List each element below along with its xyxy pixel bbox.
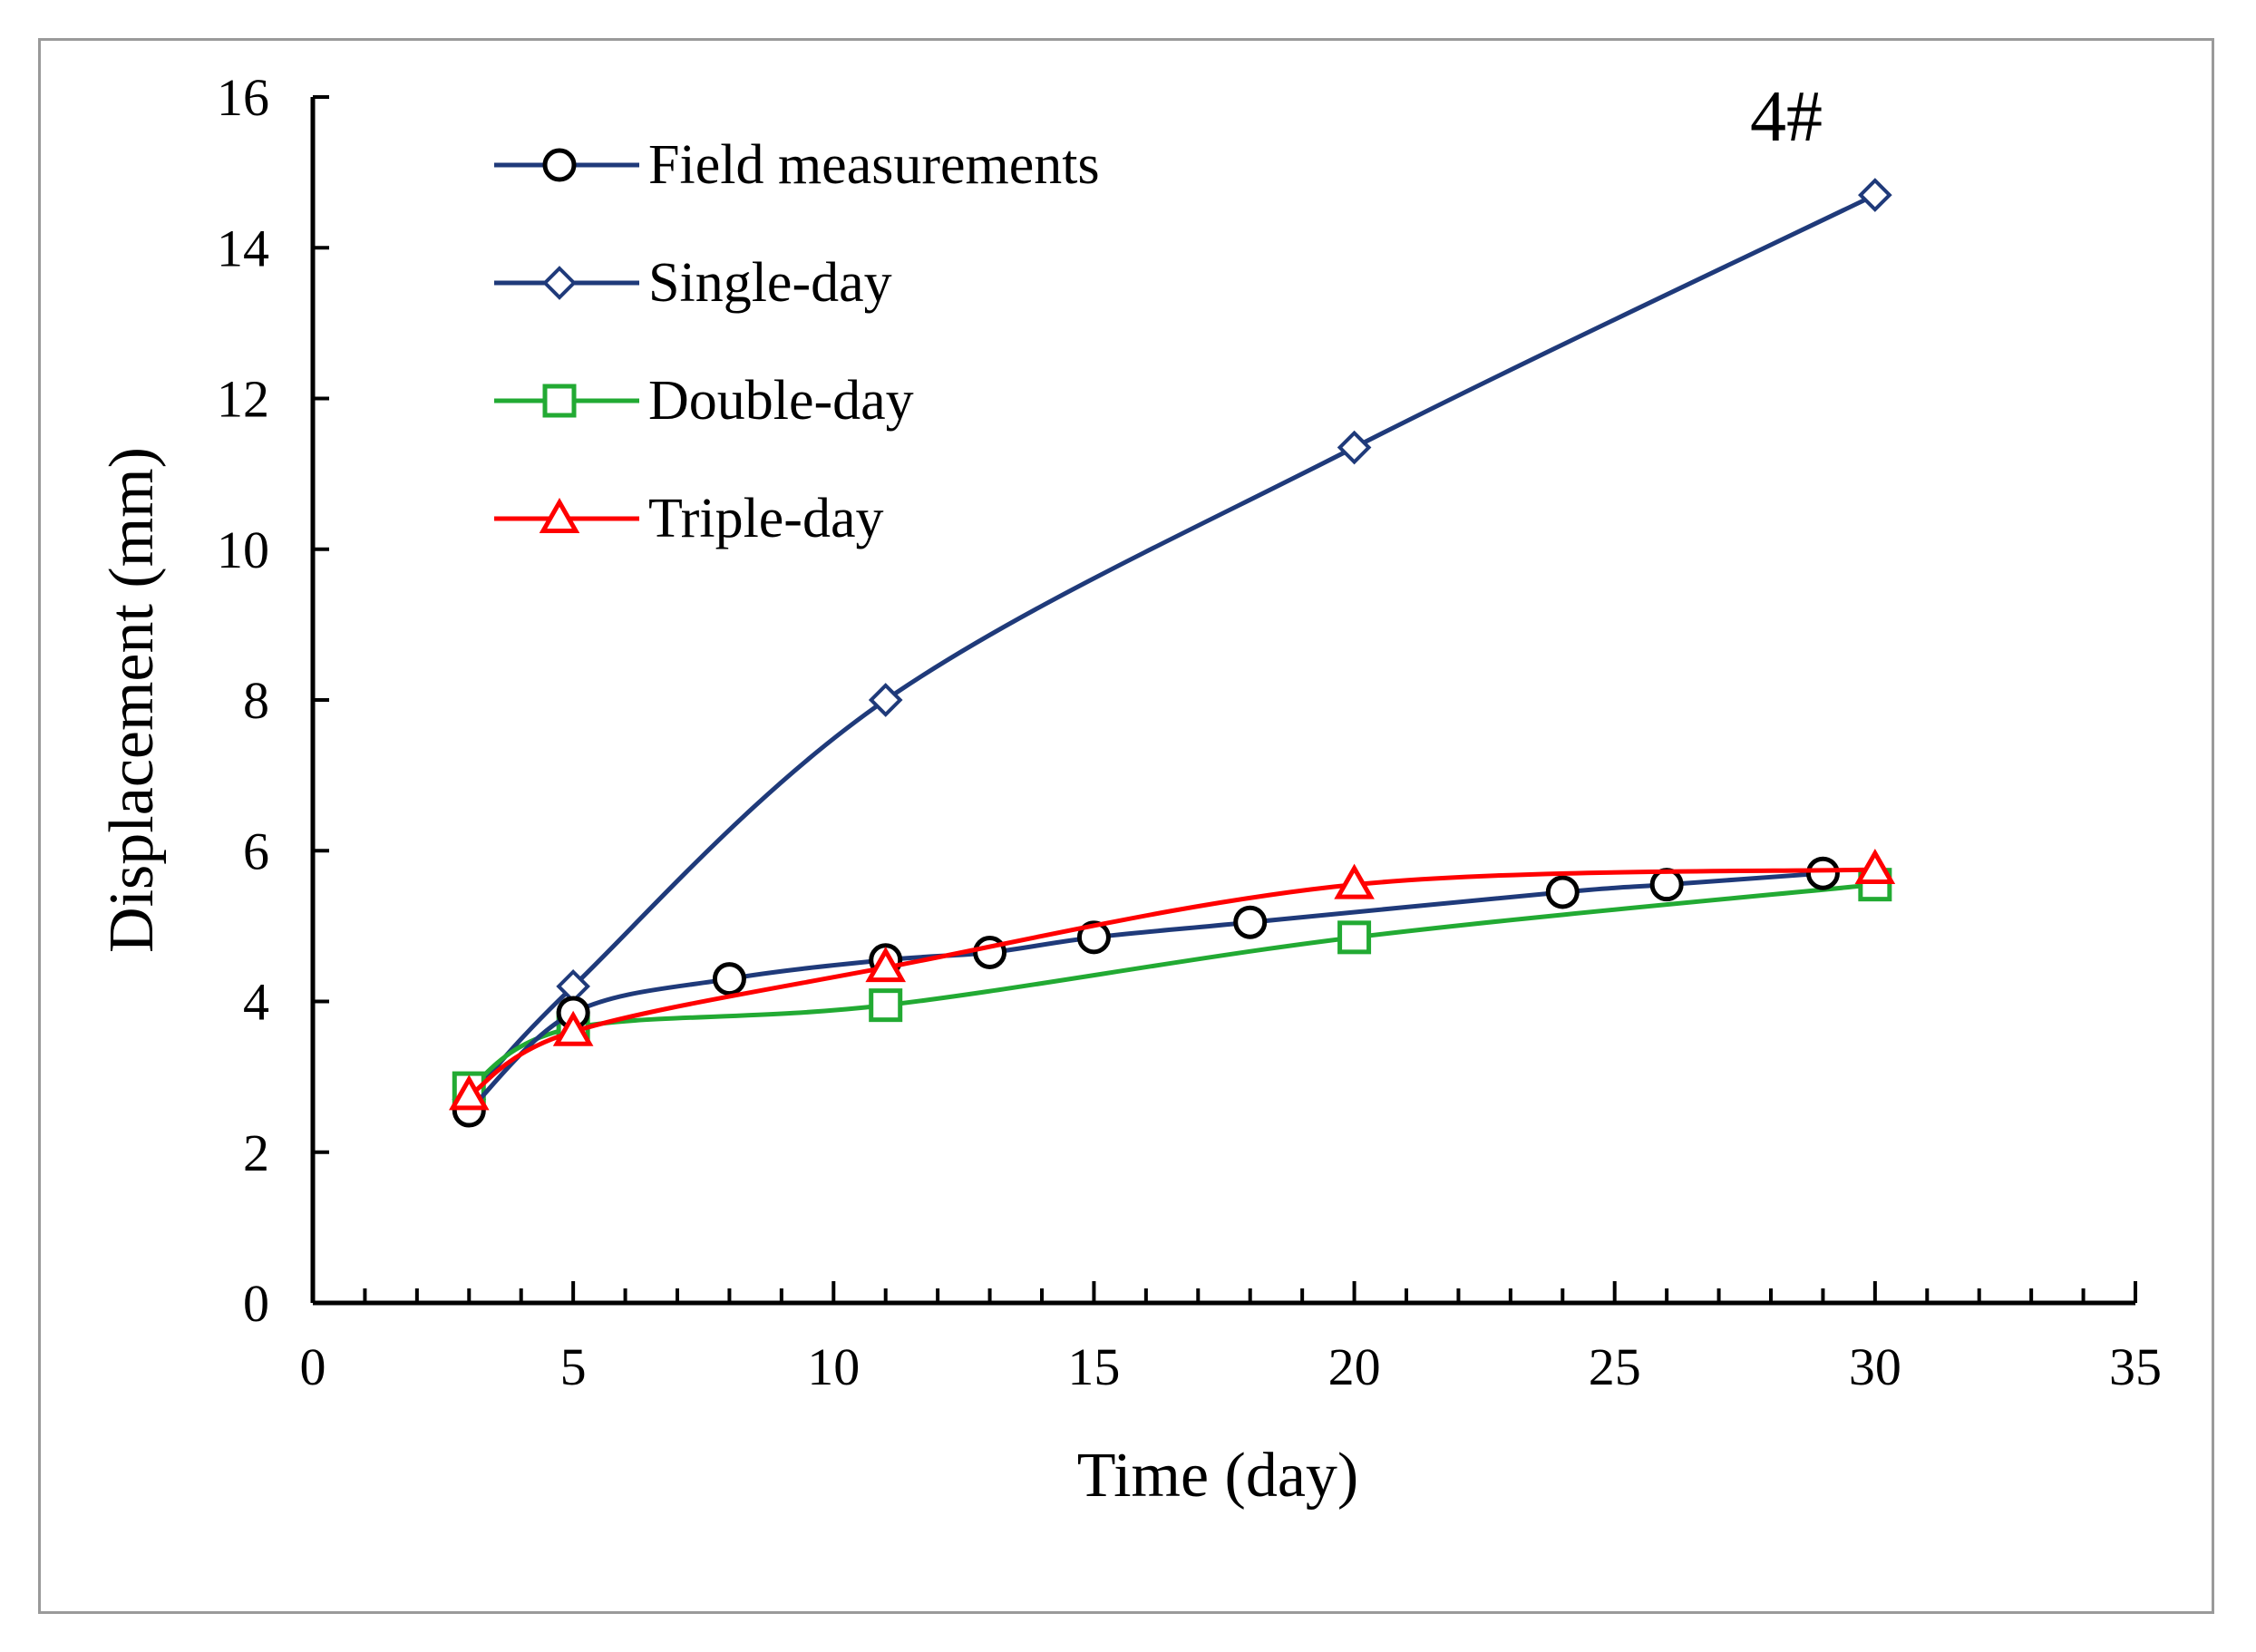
x-axis-title: Time (day) bbox=[1077, 1441, 1358, 1511]
x-tick-label: 20 bbox=[1328, 1337, 1381, 1396]
data-point-field-measurements bbox=[973, 935, 1007, 969]
data-point-double-day bbox=[869, 988, 903, 1023]
y-tick-label: 6 bbox=[243, 821, 269, 880]
data-point-triple-day bbox=[552, 1010, 594, 1046]
y-tick-label: 0 bbox=[243, 1274, 269, 1333]
x-tick-label: 0 bbox=[300, 1337, 326, 1396]
data-point-triple-day bbox=[1334, 863, 1375, 899]
data-point-triple-day bbox=[865, 947, 907, 983]
data-point-field-measurements bbox=[1233, 905, 1268, 939]
legend-label: Triple-day bbox=[648, 488, 883, 549]
x-tick-label: 35 bbox=[2109, 1337, 2162, 1396]
x-tick-label: 10 bbox=[807, 1337, 860, 1396]
x-tick-label: 5 bbox=[560, 1337, 587, 1396]
legend: Field measurements Single-day Double-day Tr… bbox=[494, 134, 1100, 549]
y-tick-label: 8 bbox=[243, 671, 269, 730]
legend-marker-single-day bbox=[542, 266, 577, 300]
legend-item-triple-day: Triple-day bbox=[494, 488, 883, 549]
x-tick-label: 15 bbox=[1067, 1337, 1120, 1396]
legend-marker-field-measurements bbox=[542, 148, 577, 182]
y-tick-label: 10 bbox=[217, 520, 269, 579]
data-point-double-day bbox=[1337, 920, 1372, 955]
data-point-triple-day bbox=[448, 1074, 490, 1111]
data-point-single-day bbox=[1337, 430, 1372, 465]
y-tick-label: 16 bbox=[217, 68, 269, 127]
legend-label: Double-day bbox=[648, 370, 914, 432]
legend-marker-triple-day bbox=[539, 497, 580, 533]
legend-marker-double-day bbox=[542, 384, 577, 418]
data-point-field-measurements bbox=[1649, 868, 1684, 902]
y-tick-label: 4 bbox=[243, 973, 269, 1032]
data-point-triple-day bbox=[1854, 848, 1896, 885]
data-point-field-measurements bbox=[712, 962, 746, 996]
legend-label: Field measurements bbox=[648, 134, 1100, 196]
x-tick-label: 25 bbox=[1589, 1337, 1641, 1396]
legend-item-field-measurements: Field measurements bbox=[494, 134, 1100, 196]
chart-annotation: 4# bbox=[1750, 77, 1823, 157]
axes: 0 2 4 6 8 10 12 14 16 0 5 10 15 20 25 30 35 bbox=[217, 68, 2162, 1396]
legend-item-single-day: Single-day bbox=[494, 252, 892, 314]
y-tick-label: 14 bbox=[217, 219, 269, 277]
legend-label: Single-day bbox=[648, 252, 892, 314]
data-point-field-measurements bbox=[1076, 920, 1111, 955]
legend-item-double-day: Double-day bbox=[494, 370, 914, 432]
y-tick-label: 2 bbox=[243, 1123, 269, 1182]
data-point-single-day bbox=[1858, 178, 1892, 212]
series-single-day bbox=[452, 178, 1892, 1117]
y-tick-label: 12 bbox=[217, 370, 269, 429]
y-axis-title: Displacement (mm) bbox=[97, 447, 167, 953]
x-tick-label: 30 bbox=[1849, 1337, 1901, 1396]
data-point-field-measurements bbox=[1545, 875, 1580, 909]
data-point-single-day bbox=[868, 683, 903, 717]
series-triple-day bbox=[448, 848, 1896, 1111]
series-layer bbox=[448, 178, 1896, 1128]
data-point-field-measurements bbox=[1805, 856, 1840, 890]
figure-frame bbox=[38, 38, 2214, 1614]
series-line-field-measurements bbox=[467, 870, 1823, 1113]
